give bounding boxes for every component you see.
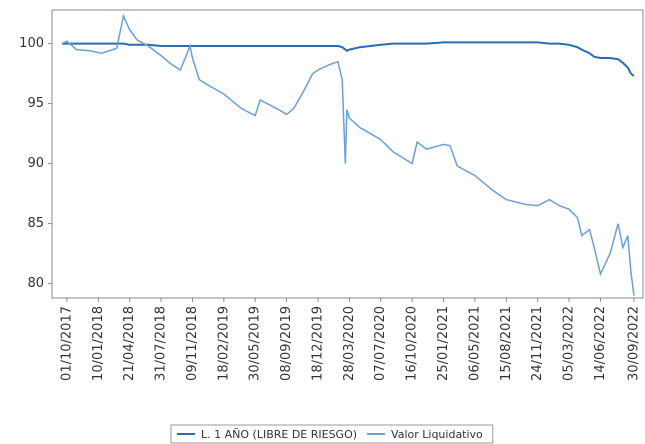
x-tick-label: 05/03/2022 — [562, 306, 577, 381]
x-tick-label: 07/07/2020 — [373, 306, 388, 381]
x-tick-label: 08/09/2019 — [279, 306, 294, 381]
y-tick-label: 95 — [27, 96, 44, 111]
x-tick-label: 30/05/2019 — [248, 306, 263, 381]
x-tick-label: 21/04/2018 — [122, 306, 137, 381]
series-line — [61, 41, 635, 77]
x-tick-label: 06/05/2021 — [467, 306, 482, 381]
x-tick-label: 24/11/2021 — [530, 306, 545, 381]
x-tick-label: 14/06/2022 — [593, 306, 608, 381]
x-tick-label: 28/03/2020 — [342, 306, 357, 381]
legend-label: L. 1 AÑO (LIBRE DE RIESGO) — [201, 428, 357, 441]
series-line — [61, 13, 635, 296]
x-tick-label: 30/09/2022 — [626, 306, 641, 381]
y-tick-label: 85 — [27, 216, 44, 231]
y-tick-label: 90 — [27, 156, 44, 171]
x-tick-label: 15/08/2021 — [499, 306, 514, 381]
legend-box — [170, 424, 494, 444]
legend: L. 1 AÑO (LIBRE DE RIESGO) Valor Liquidat… — [170, 424, 494, 444]
y-tick-label: 80 — [27, 276, 44, 291]
plot-area — [51, 9, 644, 299]
x-tick-label: 09/11/2018 — [185, 306, 200, 381]
x-tick-label: 25/01/2021 — [436, 306, 451, 381]
legend-label: Valor Liquidativo — [391, 428, 483, 441]
x-tick-label: 01/10/2017 — [59, 306, 74, 381]
y-tick-label: 100 — [19, 36, 44, 51]
x-tick-label: 18/02/2019 — [216, 306, 231, 381]
x-tick-label: 16/10/2020 — [405, 306, 420, 381]
x-tick-label: 18/12/2019 — [310, 306, 325, 381]
x-tick-label: 31/07/2018 — [154, 306, 169, 381]
x-tick-label: 10/01/2018 — [91, 306, 106, 381]
